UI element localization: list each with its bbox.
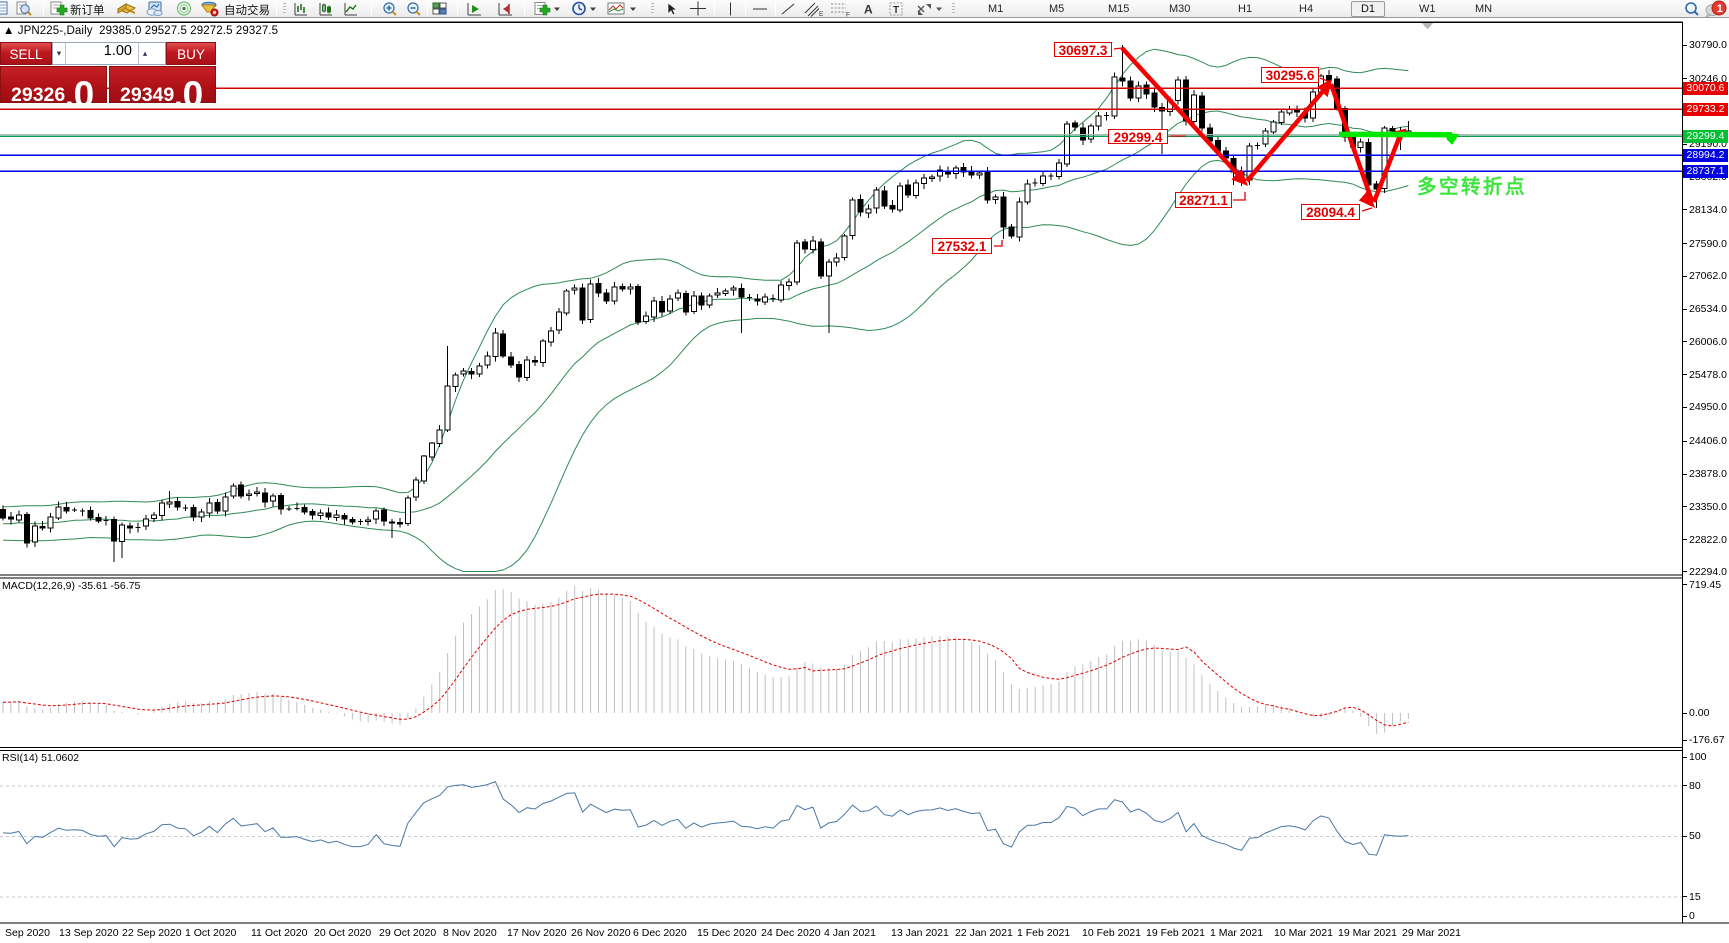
svg-text:1: 1 <box>1717 3 1723 15</box>
svg-text:A: A <box>864 3 873 17</box>
svg-text:E: E <box>819 11 824 18</box>
svg-text:F: F <box>846 12 850 19</box>
svg-text:T: T <box>893 5 899 16</box>
